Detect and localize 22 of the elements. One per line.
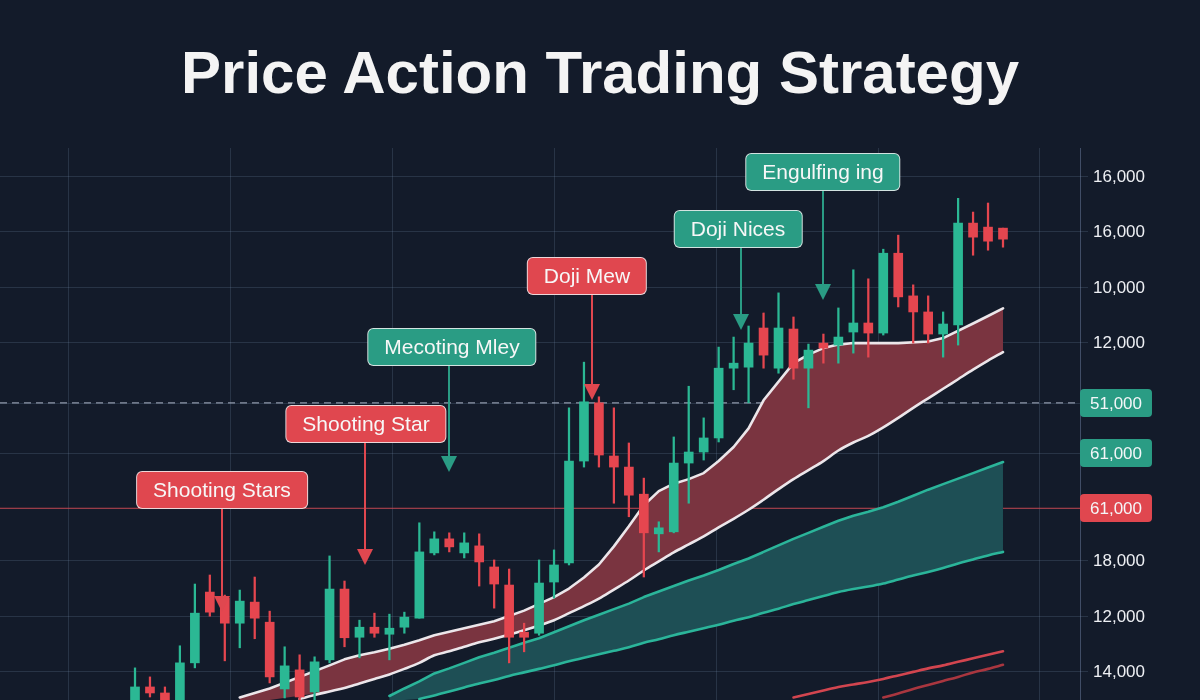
candlestick	[384, 613, 395, 661]
text: 16,000	[1093, 221, 1145, 241]
text: 10,000	[1093, 277, 1145, 297]
chart-title: Price Action Trading Strategy	[181, 38, 1020, 106]
text: 61,000	[1090, 443, 1142, 463]
annotation: Shooting Stars	[136, 471, 308, 509]
candlestick	[803, 343, 814, 409]
text: 16,000	[1093, 166, 1145, 186]
text: 12,000	[1093, 606, 1145, 626]
annotation: Mecoting Mley	[367, 328, 537, 366]
annotation: Shooting Star	[285, 405, 447, 443]
text: 61,000	[1090, 498, 1142, 518]
text: 14,000	[1093, 661, 1145, 681]
text: Engulfing ing	[745, 153, 901, 191]
annotation: Doji Nices	[673, 210, 803, 248]
text: 18,000	[1093, 550, 1145, 570]
text: 51,000	[1090, 393, 1142, 413]
candlestick	[354, 619, 365, 659]
annotation: Doji Mew	[526, 257, 648, 295]
candlestick	[369, 612, 380, 638]
text: 12,000	[1093, 332, 1145, 352]
candlestick	[728, 336, 739, 391]
